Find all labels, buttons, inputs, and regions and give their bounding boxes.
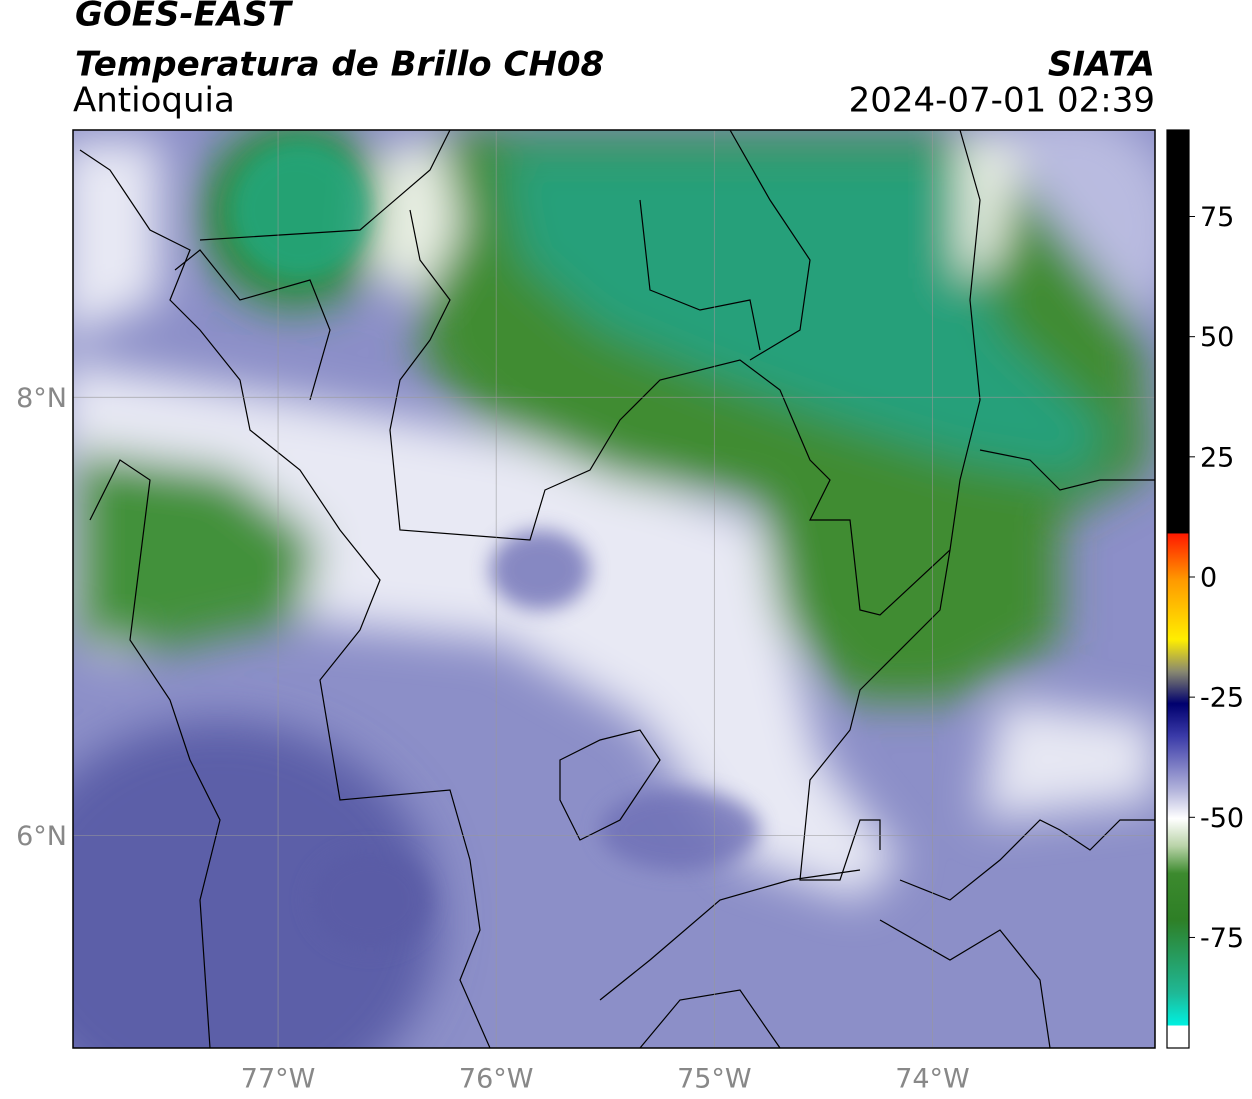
colorbar [1166, 129, 1190, 1049]
colorbar-tick-label: 0 [1200, 562, 1217, 593]
satellite-image [73, 130, 1155, 1048]
source-title: SIATA [1048, 45, 1155, 85]
lat-tick-label: 6°N [16, 821, 67, 852]
satellite-title: GOES-EAST [75, 0, 294, 35]
region-title: Antioquia [73, 81, 235, 121]
colorbar-tick-label: -75 [1200, 923, 1244, 954]
lon-tick-label: 76°W [459, 1064, 534, 1095]
map-frame [72, 129, 1156, 1049]
colorbar-tick-label: 75 [1200, 202, 1234, 233]
lat-tick-label: 8°N [16, 383, 67, 414]
colorbar-tick-label: -25 [1200, 683, 1244, 714]
timestamp: 2024-07-01 02:39 [849, 81, 1155, 121]
lon-tick-label: 77°W [241, 1064, 316, 1095]
colorbar-tick-label: 50 [1200, 322, 1234, 353]
colorbar-tick-label: -50 [1200, 803, 1244, 834]
graticule [73, 130, 1155, 1048]
lon-tick-label: 74°W [895, 1064, 970, 1095]
product-title: Temperatura de Brillo CH08 [75, 45, 604, 85]
boundaries [79, 130, 1155, 1048]
colorbar-tick-label: 25 [1200, 442, 1234, 473]
lon-tick-label: 75°W [677, 1064, 752, 1095]
